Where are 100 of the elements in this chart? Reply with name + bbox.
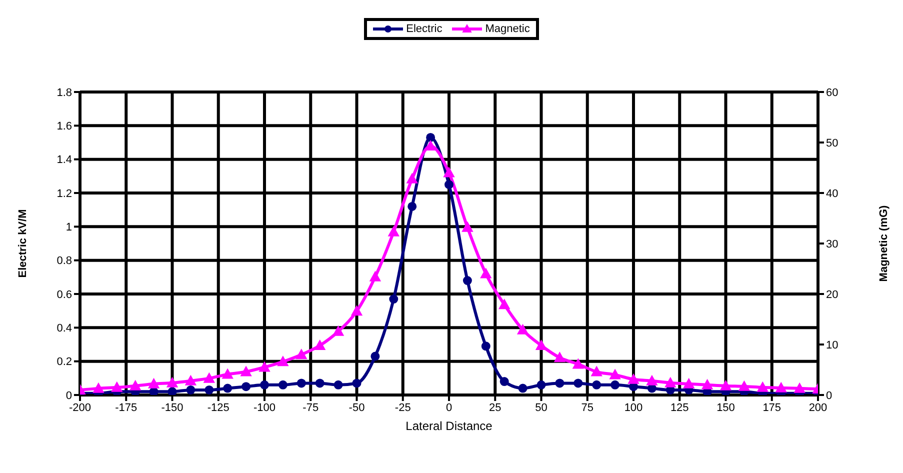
point xyxy=(592,380,602,390)
y-tick-label: 1 xyxy=(66,222,72,234)
point xyxy=(242,382,251,392)
y2-tick-label: 60 xyxy=(826,86,838,99)
point xyxy=(683,378,694,388)
y2-tick-label: 20 xyxy=(826,288,838,301)
point xyxy=(240,366,252,376)
x-tick-label: 0 xyxy=(446,402,452,414)
x-tick-label: 175 xyxy=(762,402,782,414)
point xyxy=(111,382,122,392)
point xyxy=(554,352,566,362)
point xyxy=(425,140,436,151)
point xyxy=(315,378,324,388)
point xyxy=(296,349,307,360)
point xyxy=(332,326,344,336)
y-tick-label: 1.4 xyxy=(56,154,72,166)
x-tick-label: 125 xyxy=(670,402,689,414)
x-tick-label: 100 xyxy=(624,402,643,414)
point xyxy=(518,384,528,393)
point xyxy=(517,324,528,334)
point xyxy=(610,369,621,380)
x-tick-label: 150 xyxy=(716,402,735,414)
point xyxy=(572,358,584,369)
x-tick-label: -75 xyxy=(302,402,319,414)
point xyxy=(148,378,160,388)
y-tick-label: 1.6 xyxy=(56,120,72,133)
x-tick-label: -200 xyxy=(68,402,92,414)
point xyxy=(370,352,380,361)
x-tick-label: -125 xyxy=(207,402,230,414)
point xyxy=(757,382,768,392)
y2-axis-title: Magnetic (mG) xyxy=(878,204,890,282)
point xyxy=(536,380,546,390)
point xyxy=(222,368,234,379)
point xyxy=(186,385,196,394)
y-axis-title: Electric kV/M xyxy=(16,209,29,278)
y-tick-label: 0.4 xyxy=(56,322,72,335)
point xyxy=(462,222,473,232)
point xyxy=(259,362,270,372)
point xyxy=(610,380,620,390)
point xyxy=(277,356,288,366)
y2-tick-label: 10 xyxy=(826,339,838,352)
point xyxy=(426,132,436,142)
point xyxy=(646,375,658,386)
point xyxy=(388,226,400,236)
point xyxy=(130,380,141,390)
point xyxy=(555,378,564,388)
y2-tick-label: 0 xyxy=(826,390,832,402)
point xyxy=(664,377,676,388)
y-tick-label: 0 xyxy=(66,390,72,402)
point xyxy=(351,306,362,316)
point xyxy=(278,380,288,390)
y-tick-label: 1.2 xyxy=(56,188,72,200)
point xyxy=(480,268,492,278)
x-tick-label: -100 xyxy=(253,402,276,414)
point xyxy=(702,379,713,390)
point xyxy=(204,372,215,383)
y2-tick-label: 30 xyxy=(826,238,838,250)
y-tick-label: 0.6 xyxy=(56,288,72,301)
x-tick-label: 200 xyxy=(808,402,828,414)
point xyxy=(498,299,510,310)
x-tick-label: 75 xyxy=(581,402,594,414)
point xyxy=(185,375,196,386)
x-tick-label: 50 xyxy=(535,402,548,414)
point xyxy=(720,380,732,390)
point xyxy=(223,384,232,393)
y2-tick-label: 40 xyxy=(826,188,838,200)
x-tick-label: -50 xyxy=(348,402,365,414)
point xyxy=(389,294,398,304)
point xyxy=(260,380,269,390)
point xyxy=(334,380,343,390)
point xyxy=(92,382,104,393)
point xyxy=(776,382,787,392)
point xyxy=(168,387,177,395)
point xyxy=(444,180,454,190)
y-tick-label: 1.8 xyxy=(56,86,72,99)
point xyxy=(481,342,490,351)
point xyxy=(628,374,639,384)
x-tick-label: -150 xyxy=(161,402,184,414)
point xyxy=(536,340,547,350)
point xyxy=(370,271,381,282)
point xyxy=(314,340,326,350)
y2-tick-label: 50 xyxy=(826,137,838,150)
point xyxy=(591,366,602,376)
legend-label: Magnetic xyxy=(484,23,530,35)
x-tick-label: 25 xyxy=(489,402,502,414)
point xyxy=(352,378,362,388)
point xyxy=(149,387,158,395)
point xyxy=(500,377,509,386)
point xyxy=(166,377,178,388)
x-tick-label: -25 xyxy=(394,402,411,414)
point xyxy=(296,378,306,388)
point xyxy=(408,202,417,211)
y-tick-label: 0.8 xyxy=(56,255,72,268)
x-tick-label: -175 xyxy=(115,402,138,414)
point xyxy=(444,167,454,178)
x-axis-title: Lateral Distance xyxy=(406,419,493,433)
point xyxy=(462,276,472,286)
point xyxy=(406,173,418,184)
point xyxy=(738,380,750,391)
point xyxy=(204,385,214,394)
